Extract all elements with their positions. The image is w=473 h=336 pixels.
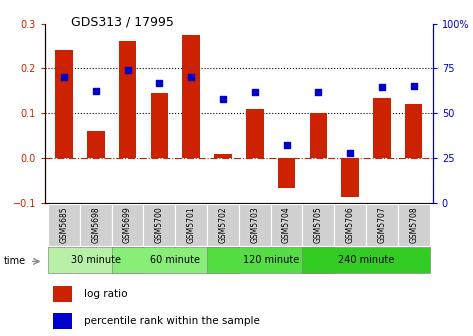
Text: 240 minute: 240 minute <box>338 255 394 265</box>
Bar <box>53 313 72 329</box>
Text: 30 minute: 30 minute <box>71 255 121 265</box>
Text: GDS313 / 17995: GDS313 / 17995 <box>71 15 174 28</box>
Text: GSM5703: GSM5703 <box>250 207 259 244</box>
Text: GSM5699: GSM5699 <box>123 207 132 244</box>
Bar <box>271 204 302 246</box>
Bar <box>53 286 72 302</box>
Bar <box>214 154 232 158</box>
Bar <box>302 204 334 246</box>
Bar <box>334 204 366 246</box>
Text: GSM5685: GSM5685 <box>60 207 69 244</box>
Point <box>251 89 259 94</box>
Bar <box>310 114 327 158</box>
Text: GSM5702: GSM5702 <box>219 207 228 244</box>
Bar <box>112 204 143 246</box>
Text: percentile rank within the sample: percentile rank within the sample <box>84 316 260 326</box>
Point <box>283 142 290 148</box>
Bar <box>48 247 143 273</box>
Bar <box>80 204 112 246</box>
Bar <box>175 204 207 246</box>
Point <box>124 67 131 73</box>
Text: GSM5707: GSM5707 <box>377 207 386 244</box>
Text: time: time <box>4 256 26 266</box>
Text: GSM5706: GSM5706 <box>346 207 355 244</box>
Text: GSM5704: GSM5704 <box>282 207 291 244</box>
Point <box>378 85 385 90</box>
Bar <box>373 98 391 158</box>
Bar <box>246 109 263 158</box>
Point <box>346 150 354 156</box>
Bar <box>207 247 334 273</box>
Bar <box>48 204 80 246</box>
Bar <box>405 104 422 158</box>
Point <box>92 88 100 94</box>
Text: GSM5701: GSM5701 <box>187 207 196 244</box>
Text: GSM5700: GSM5700 <box>155 207 164 244</box>
Text: 120 minute: 120 minute <box>243 255 299 265</box>
Bar <box>207 204 239 246</box>
Bar <box>87 131 105 158</box>
Point <box>156 80 163 86</box>
Point <box>410 84 418 89</box>
Text: 60 minute: 60 minute <box>150 255 200 265</box>
Point <box>60 75 68 80</box>
Point <box>187 74 195 79</box>
Bar <box>278 158 295 187</box>
Bar <box>55 50 73 158</box>
Bar <box>150 93 168 158</box>
Bar <box>119 42 136 158</box>
Bar <box>302 247 429 273</box>
Bar <box>239 204 271 246</box>
Bar <box>112 247 239 273</box>
Bar <box>398 204 429 246</box>
Bar <box>366 204 398 246</box>
Bar <box>183 35 200 158</box>
Text: log ratio: log ratio <box>84 289 127 299</box>
Bar <box>342 158 359 197</box>
Text: GSM5708: GSM5708 <box>409 207 418 244</box>
Point <box>219 96 227 101</box>
Text: GSM5698: GSM5698 <box>91 207 100 244</box>
Text: GSM5705: GSM5705 <box>314 207 323 244</box>
Point <box>315 89 322 94</box>
Bar <box>143 204 175 246</box>
